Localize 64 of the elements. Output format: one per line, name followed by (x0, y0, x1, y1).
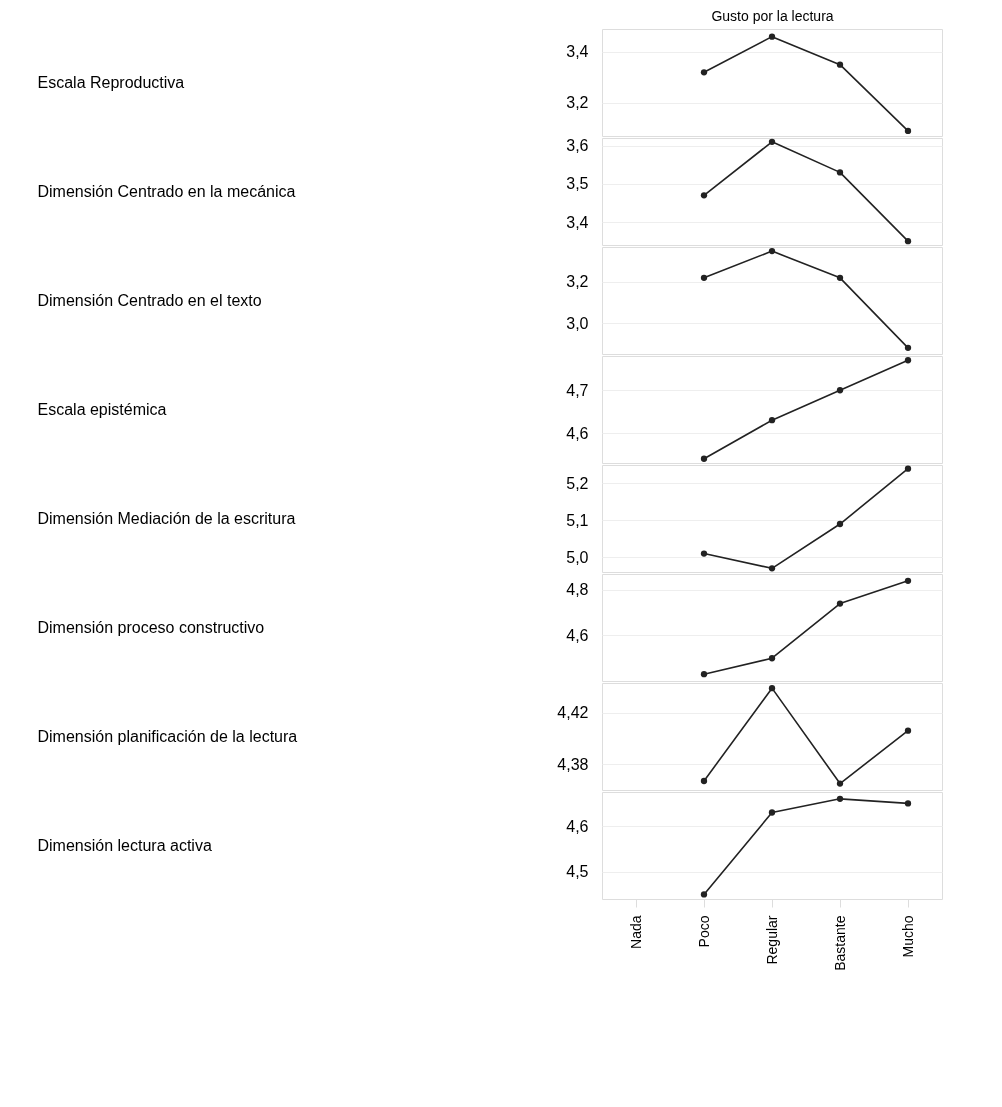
y-axis-title: Escala Reproductiva (37, 74, 185, 91)
y-tick-label: 3,5 (566, 175, 589, 193)
point (700, 274, 708, 282)
point (768, 417, 776, 424)
point (700, 192, 708, 199)
point (768, 247, 776, 255)
point (700, 671, 708, 678)
point (836, 169, 844, 176)
y-tick-label: 4,38 (557, 755, 589, 773)
y-tick-label: 5,0 (566, 548, 589, 566)
x-tick-label: Regular (763, 915, 780, 965)
point (768, 685, 776, 692)
point (836, 387, 844, 394)
point (768, 565, 776, 572)
y-tick-label: 4,7 (566, 381, 589, 399)
y-axis-title: Dimensión Centrado en la mecánica (37, 183, 296, 200)
point (700, 455, 708, 462)
point (904, 465, 912, 472)
point (904, 577, 912, 584)
y-tick-label: 3,4 (566, 43, 589, 61)
y-axis-title: Dimensión lectura activa (37, 837, 212, 854)
point (904, 127, 912, 135)
y-tick-label: 5,1 (566, 511, 589, 529)
point (768, 655, 776, 662)
x-tick-label: Mucho (899, 915, 916, 958)
y-tick-label: 3,2 (566, 273, 589, 291)
point (768, 809, 776, 816)
y-tick-label: 3,4 (566, 213, 589, 231)
y-tick-label: 3,2 (566, 94, 589, 112)
point (836, 274, 844, 282)
y-axis-title: Dimensión Centrado en el texto (37, 292, 262, 309)
y-axis-title: Dimensión Mediación de la escritura (37, 510, 296, 527)
point (904, 800, 912, 807)
point (904, 727, 912, 734)
y-tick-label: 3,6 (566, 137, 589, 155)
y-tick-label: 3,0 (566, 314, 589, 332)
point (700, 891, 708, 898)
point (836, 780, 844, 787)
x-axis-title: Gusto por la lectura (711, 7, 834, 24)
x-tick-label: Nada (627, 915, 644, 949)
y-tick-label: 4,42 (557, 704, 589, 722)
y-tick-label: 4,5 (566, 863, 589, 881)
point (836, 795, 844, 802)
y-tick-label: 4,6 (566, 626, 589, 644)
y-axis-title: Dimensión proceso constructivo (37, 619, 265, 636)
y-tick-label: 4,6 (566, 817, 589, 835)
y-axis-title: Escala epistémica (37, 401, 167, 418)
point (904, 357, 912, 364)
point (904, 344, 912, 351)
point (836, 520, 844, 528)
x-tick-label: Bastante (831, 915, 848, 971)
y-tick-label: 4,6 (566, 424, 589, 442)
x-tick-label: Poco (695, 915, 712, 948)
y-axis-title: Dimensión planificación de la lectura (37, 728, 298, 745)
point (836, 600, 844, 607)
point (768, 138, 776, 145)
point (904, 238, 912, 245)
point (700, 69, 708, 76)
point (700, 550, 708, 557)
y-tick-label: 5,2 (566, 474, 589, 492)
point (836, 61, 844, 68)
y-tick-label: 4,8 (566, 581, 589, 599)
point (768, 33, 776, 40)
point (700, 777, 708, 785)
